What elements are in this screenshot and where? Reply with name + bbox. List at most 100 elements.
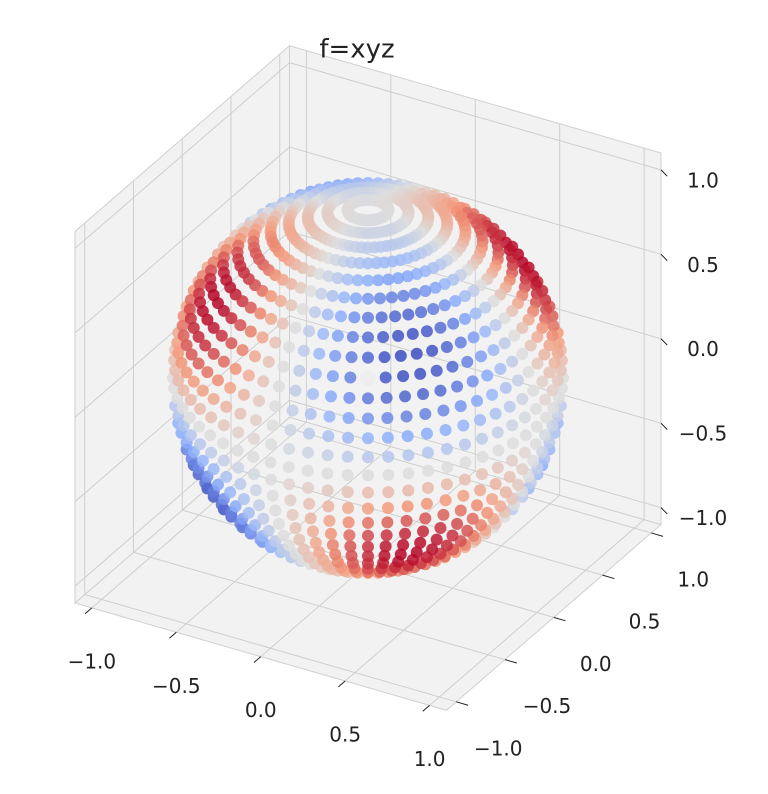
point (297, 344, 310, 357)
grid-line (289, 146, 662, 255)
point (518, 446, 531, 459)
point (217, 437, 230, 450)
grid-line (74, 146, 290, 334)
point (276, 317, 289, 330)
point (172, 346, 185, 359)
point (187, 321, 200, 334)
point (489, 319, 502, 332)
point (527, 454, 540, 467)
point (361, 412, 374, 425)
point (293, 533, 306, 546)
point (378, 549, 391, 562)
point (489, 477, 502, 490)
y-tick-label: 1.0 (677, 567, 709, 591)
x-tick-label: 1.0 (414, 747, 446, 771)
point (382, 486, 395, 499)
point (516, 463, 529, 476)
point (338, 291, 351, 304)
point (372, 274, 385, 287)
point (326, 370, 339, 383)
point (381, 516, 394, 529)
point (475, 432, 488, 445)
point (421, 446, 434, 459)
point (172, 374, 185, 387)
point (454, 336, 467, 349)
point (272, 380, 285, 393)
point (262, 355, 275, 368)
point (441, 461, 454, 474)
point (177, 329, 190, 342)
point (249, 519, 262, 532)
point (394, 548, 407, 561)
point (399, 390, 412, 403)
point (286, 508, 299, 521)
point (498, 312, 511, 325)
point (326, 289, 339, 302)
point (341, 273, 354, 286)
point (272, 517, 285, 530)
point (201, 366, 214, 379)
point (199, 339, 212, 352)
point (224, 486, 237, 499)
point (293, 364, 306, 377)
point (492, 444, 505, 457)
point (361, 257, 374, 270)
point (309, 536, 322, 549)
point (361, 392, 374, 405)
point (543, 339, 556, 352)
point (529, 278, 542, 291)
tick-mark (660, 507, 668, 515)
point (344, 540, 357, 553)
point (252, 499, 265, 512)
point (447, 317, 460, 330)
point (249, 350, 262, 363)
point (401, 500, 414, 513)
point (296, 303, 309, 316)
point (467, 331, 480, 344)
point (479, 301, 492, 314)
point (303, 325, 316, 338)
point (381, 412, 394, 425)
point (382, 468, 395, 481)
z-tick-label: −1.0 (679, 506, 728, 530)
point (342, 412, 355, 425)
x-tick-label: 0.0 (245, 698, 277, 722)
point (361, 502, 374, 515)
point (184, 429, 197, 442)
point (194, 438, 207, 451)
point (205, 411, 218, 424)
z-tick-label: −0.5 (679, 422, 728, 446)
point (217, 355, 230, 368)
point (237, 493, 250, 506)
point (217, 454, 230, 467)
point (410, 267, 423, 280)
point (430, 364, 443, 377)
point (499, 486, 512, 499)
point (361, 227, 374, 240)
point (417, 388, 430, 401)
point (394, 349, 407, 362)
grid-line (289, 62, 662, 171)
point (176, 402, 189, 415)
point (183, 411, 196, 424)
point (254, 307, 267, 320)
point (419, 408, 432, 421)
point (440, 341, 453, 354)
x-tick-label: −1.0 (68, 649, 117, 673)
point (321, 449, 334, 462)
point (457, 489, 470, 502)
point (342, 431, 355, 444)
y-tick-label: −0.5 (523, 694, 572, 718)
point (361, 540, 374, 553)
point (458, 290, 471, 303)
point (536, 321, 549, 334)
point (512, 374, 525, 387)
point (249, 414, 262, 427)
y-tick-label: 0.0 (580, 652, 612, 676)
point (256, 284, 269, 297)
point (306, 388, 319, 401)
point (392, 272, 405, 285)
point (440, 539, 453, 552)
point (531, 357, 544, 370)
tick-mark (338, 680, 346, 688)
